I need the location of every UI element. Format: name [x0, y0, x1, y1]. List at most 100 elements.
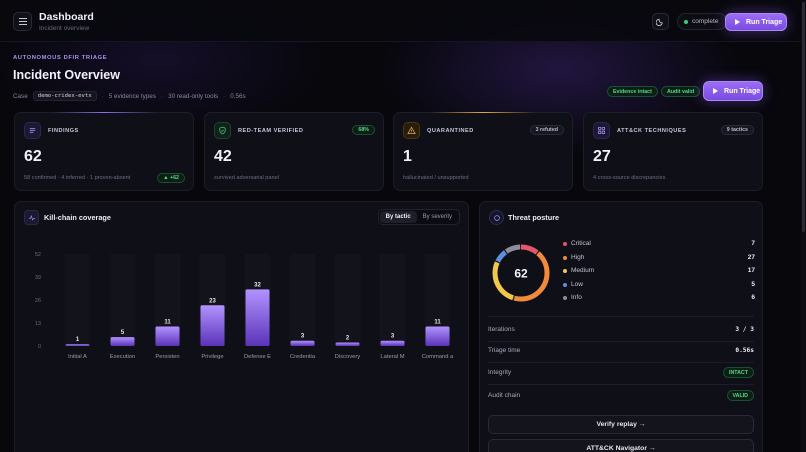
- integrity-row: Integrity INTACT: [488, 367, 754, 379]
- bar-persisten[interactable]: [155, 326, 180, 346]
- legend-dot-icon: [563, 242, 567, 246]
- legend-label: Info: [571, 294, 582, 302]
- legend-value: 17: [747, 267, 755, 275]
- quarantined-card[interactable]: QUARANTINED 3 refuted 1 hallucinated / u…: [393, 112, 573, 191]
- bar-track: [289, 254, 316, 346]
- threat-title: Threat posture: [508, 213, 560, 222]
- bar-value-label: 11: [434, 320, 441, 326]
- y-tick-label: 39: [35, 275, 41, 281]
- attack-navigator-button[interactable]: ATT&CK Navigator →: [488, 439, 754, 452]
- x-tick-label: Command a: [422, 354, 454, 360]
- bar-track: [424, 254, 451, 346]
- findings-delta-badge: ▲ +62: [157, 173, 185, 183]
- y-tick-label: 0: [38, 344, 41, 350]
- quarantined-label: QUARANTINED: [427, 128, 474, 134]
- app-title: Dashboard: [39, 11, 94, 23]
- by-severity-tab[interactable]: By severity: [422, 214, 452, 220]
- refuted-badge: 3 refuted: [529, 125, 564, 135]
- app-subtitle: Incident overview: [39, 25, 90, 32]
- severity-donut: 62: [492, 244, 550, 302]
- killchain-toggle: By tactic By severity: [377, 209, 460, 225]
- quarantined-sub: hallucinated / unsupported: [403, 175, 469, 181]
- legend-value: 27: [747, 253, 755, 261]
- legend-value: 6: [751, 294, 755, 302]
- menu-toggle-button[interactable]: [13, 12, 32, 31]
- theme-toggle-button[interactable]: [652, 13, 669, 30]
- x-tick-label: Execution: [110, 354, 135, 360]
- bar-privilege[interactable]: [200, 305, 225, 346]
- run-duration: 0.56s: [230, 92, 246, 100]
- page-scrollbar[interactable]: [801, 0, 806, 452]
- iterations-value: 3 / 3: [735, 326, 754, 333]
- legend-dot-icon: [563, 269, 567, 274]
- legend-dot-icon: [563, 282, 567, 287]
- bar-value-label: 2: [346, 335, 350, 341]
- integrity-label: Integrity: [488, 369, 512, 376]
- play-icon: [735, 19, 740, 25]
- bar-lateral-m[interactable]: [380, 340, 405, 346]
- list-icon-wrap: [24, 122, 41, 139]
- audit-chain-badge: VALID: [726, 390, 754, 401]
- bar-discovery[interactable]: [335, 342, 360, 346]
- case-meta: Case demo-cridex-evtx · 5 evidence types…: [13, 91, 246, 101]
- donut-slice-critical: [492, 244, 550, 302]
- page-eyebrow: AUTONOMOUS DFIR TRIAGE: [13, 55, 108, 61]
- iterations-label: Iterations: [488, 326, 515, 333]
- y-tick-label: 26: [35, 298, 41, 304]
- y-tick-label: 13: [35, 321, 41, 327]
- run-triage-button-header[interactable]: Run Triage: [725, 13, 787, 31]
- findings-card[interactable]: FINDINGS 62 58 confirmed · 4 inferred · …: [14, 112, 194, 191]
- redteam-card[interactable]: RED-TEAM VERIFIED 68% 42 survived advers…: [204, 112, 384, 191]
- bar-initial-a[interactable]: [65, 344, 90, 346]
- bar-value-label: 11: [164, 320, 171, 326]
- run-triage-button[interactable]: Run Triage: [703, 81, 763, 101]
- legend-row-critical: Critical 7: [563, 240, 755, 250]
- bar-track: [64, 254, 91, 346]
- verify-replay-button[interactable]: Verify replay →: [488, 415, 754, 434]
- killchain-title: Kill-chain coverage: [44, 213, 111, 222]
- bar-defense-e[interactable]: [245, 289, 270, 346]
- x-tick-label: Credentia: [290, 354, 316, 360]
- status-dot-icon: [684, 20, 688, 24]
- shield-check-icon: [219, 126, 226, 135]
- play-icon: [713, 88, 718, 94]
- audit-chain-row: Audit chain VALID: [488, 390, 754, 402]
- legend-value: 7: [751, 240, 755, 247]
- bar-value-label: 3: [391, 334, 395, 340]
- bar-execution[interactable]: [110, 337, 135, 346]
- donut-slice-high: [492, 244, 550, 302]
- legend-dot-icon: [563, 255, 567, 260]
- warning-icon: [407, 126, 416, 135]
- triage-time-value: 0.56s: [735, 347, 754, 354]
- bar-value-label: 32: [254, 282, 261, 288]
- menu-icon: [18, 18, 27, 19]
- evidence-intact-badge: Evidence intact: [607, 86, 658, 97]
- killchain-panel: Kill-chain coverage By tactic By severit…: [14, 201, 469, 452]
- tactics-badge: 9 tactics: [720, 125, 754, 135]
- iterations-row: Iterations 3 / 3: [488, 324, 754, 336]
- bar-command-a[interactable]: [425, 326, 450, 346]
- attack-techniques-card[interactable]: ATT&CK TECHNIQUES 9 tactics 27 4 cross-s…: [583, 112, 763, 191]
- grid-icon: [597, 126, 606, 135]
- scrollbar-thumb[interactable]: [802, 2, 805, 232]
- attack-value: 27: [593, 148, 611, 165]
- legend-label: Low: [571, 280, 583, 288]
- by-tactic-tab[interactable]: By tactic: [379, 211, 417, 223]
- bar-track: [109, 254, 136, 346]
- legend-dot-icon: [563, 296, 567, 301]
- list-icon: [29, 128, 36, 133]
- evidence-count: 5 evidence types: [108, 92, 156, 100]
- bar-credentia[interactable]: [290, 340, 315, 346]
- audit-chain-label: Audit chain: [488, 392, 521, 399]
- status-badge: complete: [677, 13, 728, 30]
- legend-label: Critical: [571, 240, 591, 247]
- threat-posture-panel: Threat posture 62 Critical 7 High 27 Medium 1…: [479, 201, 763, 452]
- findings-sub: 58 confirmed · 4 inferred · 1 proven-abs…: [24, 175, 131, 181]
- x-tick-label: Defense E: [244, 354, 271, 360]
- redteam-sub: survived adversarial panel: [214, 175, 279, 181]
- attack-label: ATT&CK TECHNIQUES: [617, 128, 687, 134]
- bar-value-label: 23: [209, 298, 216, 304]
- x-tick-label: Privilege: [201, 354, 223, 360]
- integrity-badge: INTACT: [722, 367, 754, 378]
